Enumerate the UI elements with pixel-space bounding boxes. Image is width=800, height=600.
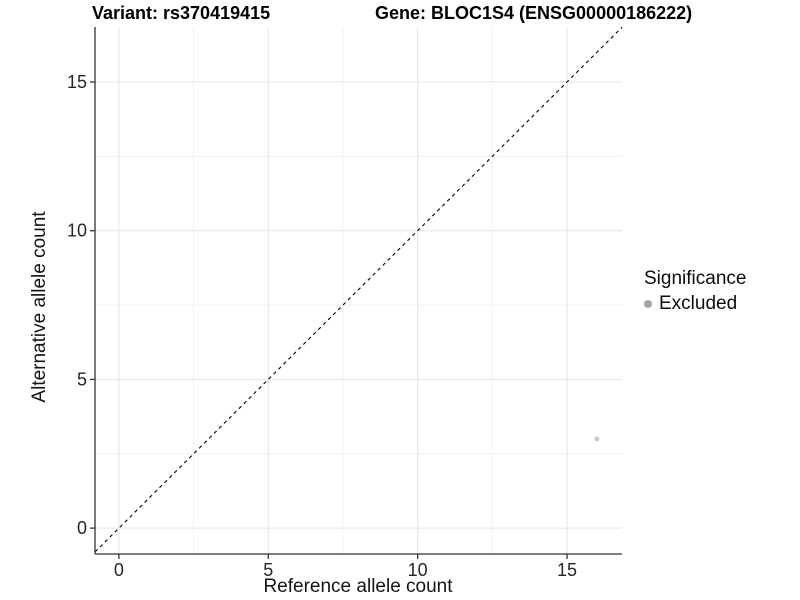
svg-text:0: 0 bbox=[77, 518, 87, 538]
svg-text:15: 15 bbox=[67, 72, 87, 92]
gene-title: Gene: BLOC1S4 (ENSG00000186222) bbox=[375, 3, 693, 23]
legend: Significance Excluded bbox=[644, 268, 746, 315]
legend-title: Significance bbox=[644, 268, 747, 289]
legend-item-excluded: Excluded bbox=[644, 293, 746, 315]
svg-text:5: 5 bbox=[77, 369, 87, 389]
legend-point-icon bbox=[644, 300, 652, 308]
svg-text:10: 10 bbox=[408, 560, 428, 580]
legend-item-label: Excluded bbox=[659, 293, 738, 314]
svg-text:10: 10 bbox=[67, 221, 87, 241]
x-axis-title: Reference allele count bbox=[263, 576, 453, 597]
svg-text:5: 5 bbox=[263, 560, 273, 580]
variant-title: Variant: rs370419415 bbox=[92, 3, 271, 23]
svg-text:15: 15 bbox=[557, 560, 577, 580]
svg-text:0: 0 bbox=[114, 560, 124, 580]
